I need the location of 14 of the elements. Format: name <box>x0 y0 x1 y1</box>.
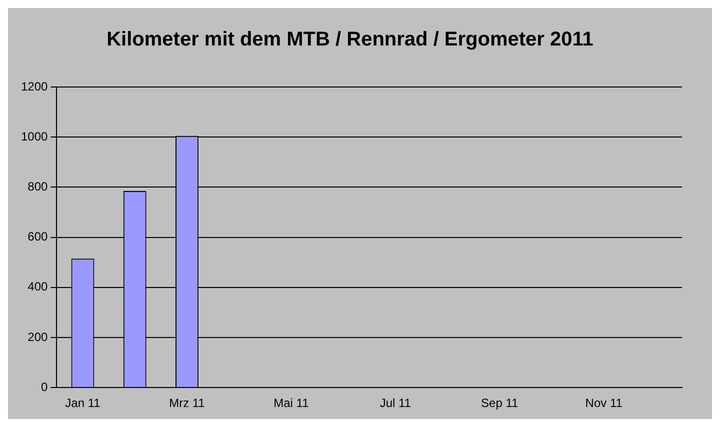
x-tick-label: Mai 11 <box>274 396 310 410</box>
y-tick-label: 600 <box>28 230 48 244</box>
x-tick-label: Jan 11 <box>65 396 101 410</box>
x-tick-label: Mrz 11 <box>169 396 206 410</box>
y-tick-label: 1200 <box>20 79 48 94</box>
y-tick-label: 1000 <box>20 129 48 144</box>
y-tick-label: 200 <box>28 330 48 344</box>
chart-title: Kilometer mit dem MTB / Rennrad / Ergometer 2011 <box>106 28 594 51</box>
y-tick-label: 400 <box>28 280 48 294</box>
x-tick-label: Nov 11 <box>585 396 623 410</box>
x-tick-label: Jul 11 <box>380 396 412 410</box>
x-tick-label: Sep 11 <box>481 396 519 410</box>
y-tick-label: 0 <box>41 380 48 394</box>
y-tick-label: 800 <box>28 180 48 194</box>
